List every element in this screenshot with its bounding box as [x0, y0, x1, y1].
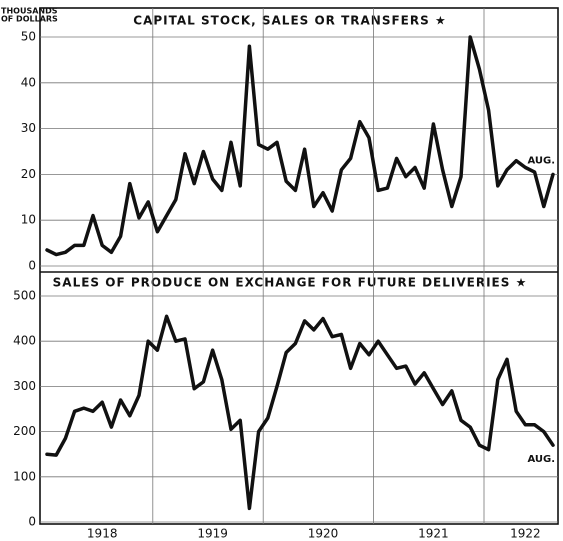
y-axis-label: OF DOLLARS: [1, 15, 58, 24]
x-tick-label: 1919: [197, 527, 228, 541]
y-tick-label: 100: [13, 469, 36, 483]
y-tick-label: 200: [13, 424, 36, 438]
y-tick-label: 10: [21, 213, 36, 227]
x-tick-label: 1921: [418, 527, 449, 541]
y-tick-label: 0: [28, 259, 36, 273]
chart-title: SALES OF PRODUCE ON EXCHANGE FOR FUTURE …: [53, 276, 528, 290]
annotation: AUG.: [527, 454, 555, 465]
x-tick-label: 1920: [308, 527, 339, 541]
annotation: AUG.: [527, 155, 555, 166]
y-tick-label: 400: [13, 334, 36, 348]
chart-title: CAPITAL STOCK, SALES OR TRANSFERS ★: [133, 14, 446, 28]
data-line: [45, 314, 555, 511]
data-line: [45, 35, 555, 257]
y-tick-label: 30: [21, 121, 36, 135]
y-tick-label: 40: [21, 75, 36, 89]
y-tick-label: 0: [28, 515, 36, 529]
y-axis-label: THOUSANDS: [1, 7, 58, 16]
y-tick-label: 500: [13, 289, 36, 303]
x-tick-label: 1922: [510, 527, 541, 541]
y-tick-label: 300: [13, 379, 36, 393]
y-tick-label: 50: [21, 30, 36, 44]
y-tick-label: 20: [21, 167, 36, 181]
x-tick-label: 1918: [87, 527, 118, 541]
